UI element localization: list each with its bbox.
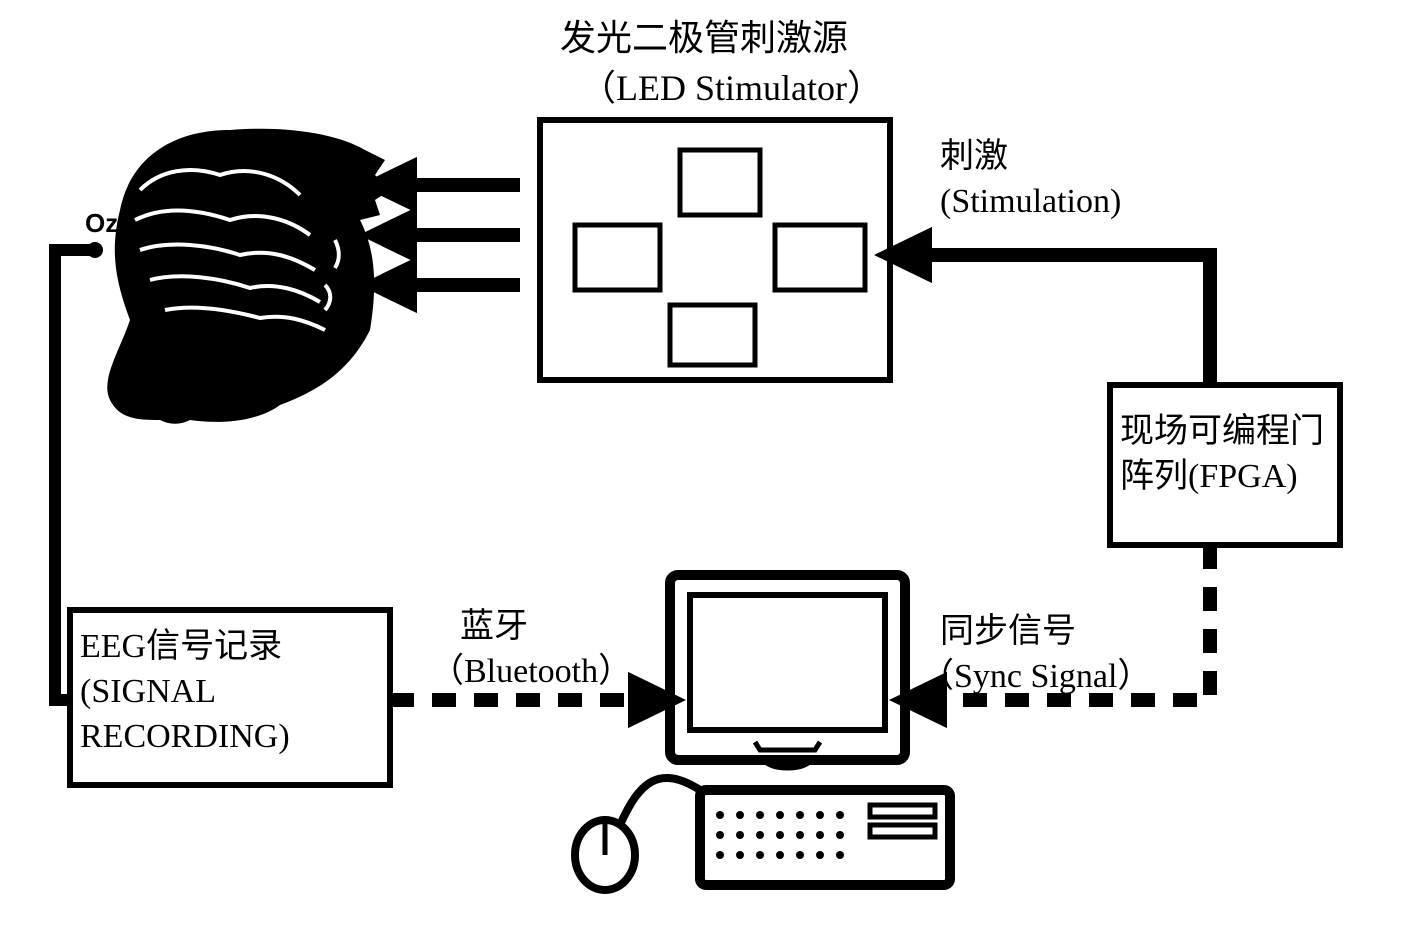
stim-target-top bbox=[680, 150, 760, 215]
fpga-to-pc-arrow bbox=[905, 545, 1210, 717]
head-to-eeg-arrow bbox=[55, 250, 95, 700]
stimulator-box bbox=[540, 120, 890, 380]
eeg-to-pc-arrow bbox=[390, 683, 670, 717]
fpga-box bbox=[1110, 385, 1340, 545]
computer-icon bbox=[575, 575, 950, 890]
fpga-to-stim-arrow bbox=[890, 238, 1210, 385]
stim-target-bottom bbox=[670, 305, 755, 365]
stim-to-head-arrows bbox=[375, 168, 520, 302]
diagram-svg bbox=[0, 0, 1408, 933]
stim-target-right bbox=[775, 225, 865, 290]
head-icon bbox=[87, 129, 390, 424]
eeg-box bbox=[70, 610, 390, 785]
stim-target-left bbox=[575, 225, 660, 290]
